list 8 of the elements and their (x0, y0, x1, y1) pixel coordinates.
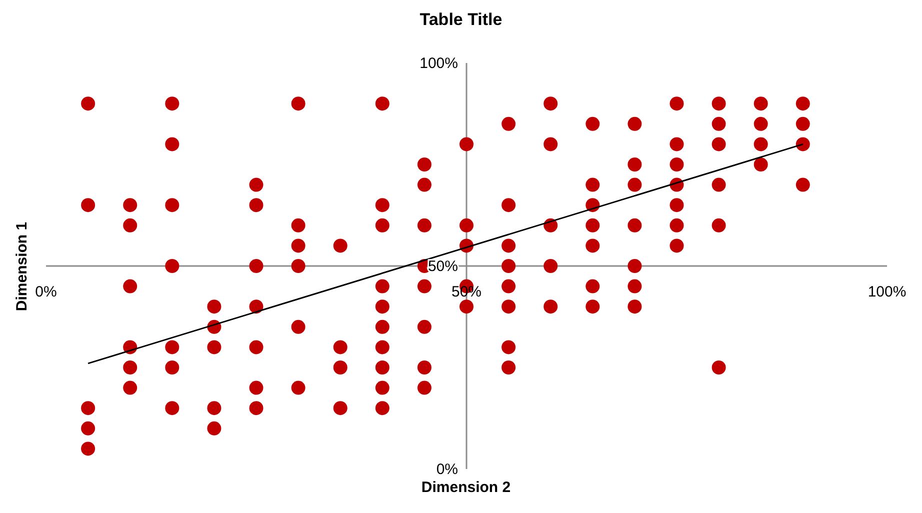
x-tick-label: 100% (868, 284, 906, 300)
x-tick-label: 0% (35, 284, 57, 300)
y-tick-label: 100% (420, 55, 458, 72)
y-axis-title: Dimension 1 (14, 220, 30, 313)
x-axis-title: Dimension 2 (420, 479, 512, 496)
x-tick-label: 50% (451, 284, 482, 300)
chart-title: Table Title (418, 10, 504, 30)
y-tick-label: 0% (436, 461, 458, 478)
